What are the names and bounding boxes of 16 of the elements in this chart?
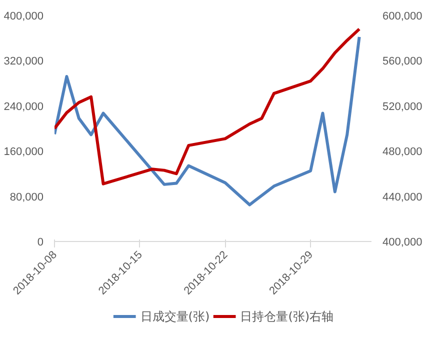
y-tick-label: 400,000	[4, 10, 44, 22]
y-tick-label: 80,000	[10, 191, 44, 204]
y-tick-label: 0	[37, 236, 44, 248]
y2-tick-label: 560,000	[382, 56, 422, 68]
y-tick-label: 320,000	[4, 56, 44, 68]
y2-tick-label: 480,000	[382, 146, 422, 158]
y2-tick-label: 520,000	[382, 100, 422, 113]
y-tick-label: 240,000	[4, 100, 44, 113]
y2-tick-label: 440,000	[382, 191, 422, 204]
y-tick-label: 160,000	[4, 146, 44, 158]
legend-label: 日成交量(张)	[140, 310, 210, 324]
y2-tick-label: 600,000	[382, 10, 422, 22]
line-series	[54, 28, 361, 186]
legend-label: 日持仓量(张)右轴	[240, 310, 334, 324]
y2-tick-label: 400,000	[382, 236, 422, 248]
line-series	[54, 35, 361, 206]
